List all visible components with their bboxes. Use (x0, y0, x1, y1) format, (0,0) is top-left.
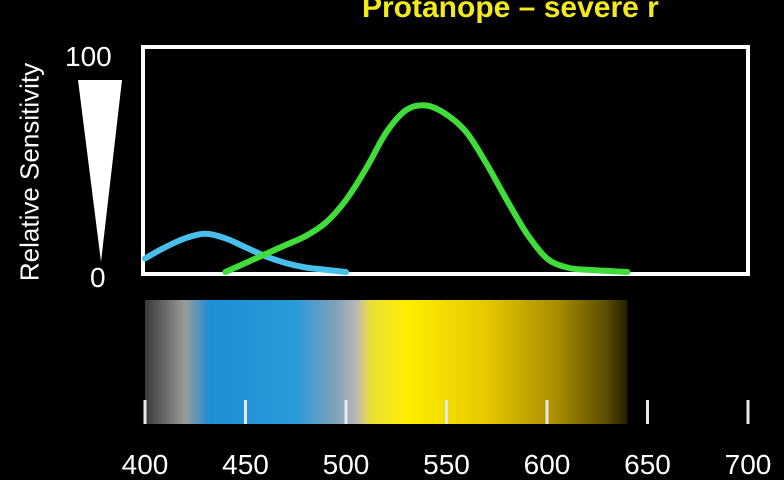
spectrum-bar (145, 300, 627, 424)
x-tick-label-0: 400 (122, 449, 169, 480)
x-tick-labels-layer: 400 450 500 550 600 650 700 (122, 449, 772, 480)
x-tick-label-5: 650 (624, 449, 671, 480)
series-line-1 (225, 105, 627, 272)
x-tick-label-2: 500 (323, 449, 370, 480)
y-tick-label-min: 0 (90, 262, 106, 293)
x-tick-label-4: 600 (524, 449, 571, 480)
sensitivity-wedge (78, 80, 122, 262)
x-tick-label-6: 700 (725, 449, 772, 480)
y-tick-label-max: 100 (65, 41, 112, 72)
series-layer (145, 105, 627, 272)
x-tick-label-1: 450 (222, 449, 269, 480)
x-tick-label-3: 550 (423, 449, 470, 480)
